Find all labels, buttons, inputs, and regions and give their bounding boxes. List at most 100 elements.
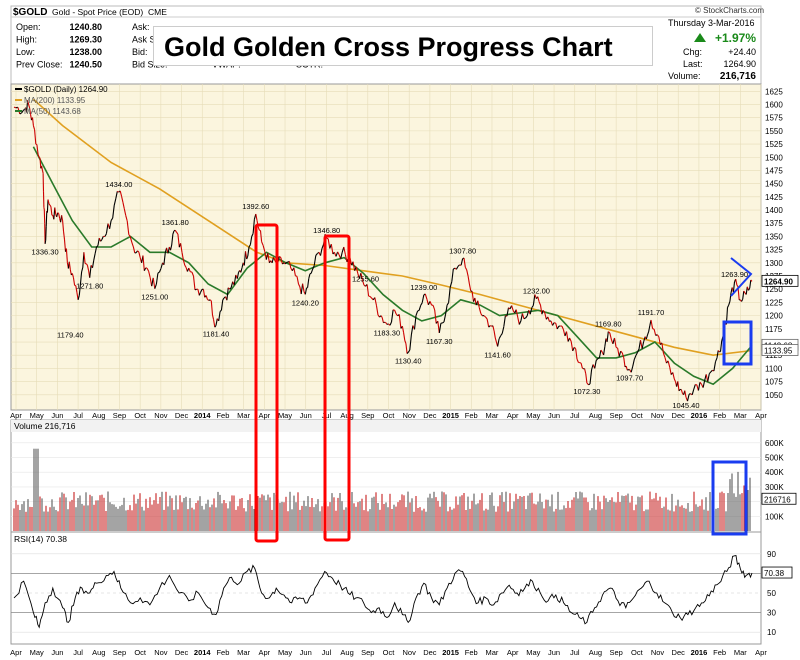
- price-segment: [310, 268, 314, 274]
- price-segment: [45, 210, 48, 227]
- price-segment: [463, 257, 466, 268]
- price-segment: [137, 250, 140, 253]
- price-segment: [635, 352, 638, 356]
- price-segment: [284, 261, 288, 265]
- price-legend-item: $GOLD (Daily) 1264.90: [24, 85, 108, 94]
- price-segment: [646, 331, 650, 336]
- price-segment: [617, 347, 620, 357]
- price-segment: [572, 347, 575, 352]
- header-field-label: Bid Size:: [132, 60, 168, 70]
- price-segment: [688, 393, 691, 395]
- x-tick-label: Aug: [92, 411, 105, 420]
- price-segment: [197, 289, 200, 296]
- x-tick-label: Apr: [258, 648, 270, 657]
- price-segment: [586, 382, 589, 386]
- price-segment: [28, 107, 32, 115]
- ma50-path: [32, 146, 753, 386]
- price-segment: [417, 309, 420, 312]
- price-segment: [648, 325, 651, 332]
- price-segment: [77, 295, 80, 300]
- price-segment: [658, 336, 661, 345]
- x-tick-label: Jun: [51, 648, 63, 657]
- price-segment: [15, 106, 19, 109]
- price-right-labels: 1264.901143.681133.95: [761, 274, 799, 356]
- price-segment: [569, 337, 572, 342]
- price-segment: [93, 253, 96, 261]
- price-segment: [229, 287, 232, 290]
- price-segment: [467, 276, 470, 285]
- volume-tick-label: 400K: [765, 468, 784, 477]
- price-tick-label: 1225: [765, 298, 783, 307]
- volume-tick-label: 100K: [765, 512, 784, 521]
- price-annotation: 1130.40: [395, 356, 422, 365]
- price-segment: [693, 384, 696, 390]
- price-segment: [360, 272, 363, 280]
- x-tick-label: May: [30, 648, 44, 657]
- price-segment: [191, 271, 195, 277]
- price-segment: [21, 109, 25, 114]
- price-segment: [680, 389, 684, 394]
- x-tick-label: Aug: [340, 411, 353, 420]
- price-segment: [415, 310, 419, 316]
- price-segment: [526, 310, 530, 317]
- price-segment: [19, 112, 23, 115]
- up-arrow-icon: [694, 33, 706, 42]
- x-tick-label: Apr: [507, 648, 519, 657]
- price-segment: [62, 220, 65, 232]
- price-segment: [177, 233, 180, 248]
- price-segment: [466, 269, 469, 277]
- volume-bars: [13, 448, 751, 531]
- x-tick-label: Aug: [340, 648, 353, 657]
- price-segment: [129, 236, 133, 243]
- price-segment: [678, 389, 681, 392]
- price-tick-label: 1100: [765, 364, 783, 373]
- price-segment: [81, 267, 84, 273]
- price-segment: [295, 275, 298, 277]
- volume-y-axis: 600K500K400K300K200K100K: [765, 439, 784, 521]
- x-tick-label: Mar: [734, 648, 747, 657]
- price-segment: [697, 382, 701, 391]
- price-segment: [386, 323, 389, 325]
- price-segment: [401, 326, 405, 333]
- price-segment: [448, 287, 451, 303]
- price-segment: [243, 251, 247, 266]
- x-tick-label: Jul: [73, 411, 83, 420]
- price-segment: [667, 360, 671, 368]
- price-segment: [468, 283, 472, 292]
- price-segment: [677, 381, 680, 391]
- price-segment: [749, 279, 752, 289]
- price-segment: [202, 289, 206, 298]
- price-segment: [650, 319, 654, 329]
- x-tick-label: Jul: [570, 411, 580, 420]
- x-tick-label: Dec: [175, 411, 189, 420]
- price-segment: [579, 362, 582, 364]
- price-segment: [673, 378, 676, 382]
- price-segment: [54, 207, 57, 215]
- x-tick-label: Feb: [713, 411, 726, 420]
- header-field-label: Ask:: [132, 22, 150, 32]
- price-segment: [464, 266, 468, 271]
- price-segment: [56, 212, 59, 218]
- volume-tick-label: 600K: [765, 439, 784, 448]
- x-tick-label: Apr: [755, 411, 767, 420]
- price-segment: [248, 244, 251, 248]
- price-segment: [293, 267, 296, 276]
- rsi-panel-bg: [10, 531, 762, 645]
- price-segment: [72, 277, 76, 286]
- price-segment: [138, 252, 141, 258]
- price-segment: [618, 350, 622, 357]
- price-segment: [444, 305, 448, 315]
- price-segment: [89, 265, 92, 278]
- price-segment: [636, 348, 640, 353]
- price-segment: [389, 321, 393, 326]
- rsi-last-value: 70.38: [764, 569, 785, 578]
- price-segment: [174, 229, 178, 233]
- price-segment: [220, 299, 224, 311]
- price-segment: [62, 231, 66, 240]
- price-segment: [119, 190, 123, 197]
- price-segment: [34, 129, 37, 145]
- x-tick-label: Aug: [589, 648, 602, 657]
- x-tick-label: Sep: [113, 411, 126, 420]
- price-segment: [207, 298, 210, 301]
